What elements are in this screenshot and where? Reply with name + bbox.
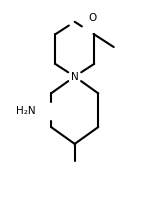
Text: N: N — [71, 71, 79, 82]
Text: H₂N: H₂N — [16, 106, 36, 116]
Text: O: O — [88, 13, 97, 22]
